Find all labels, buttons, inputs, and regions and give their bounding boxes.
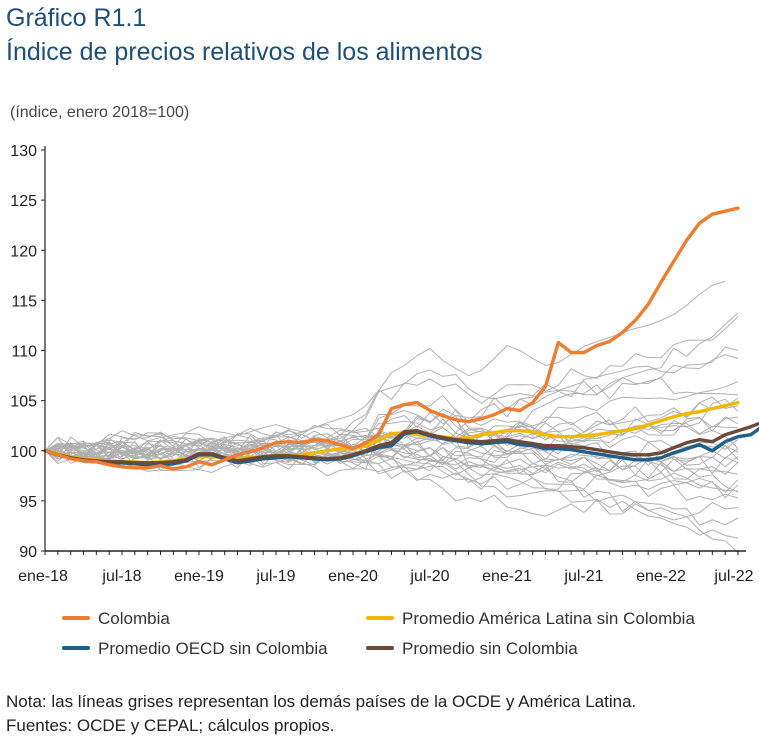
series-line-3 (43, 421, 759, 465)
x-tick-label: jul-19 (255, 568, 295, 585)
gray-country-line (44, 354, 739, 457)
gray-country-line (44, 316, 739, 460)
legend-label-oecd: Promedio OECD sin Colombia (98, 639, 328, 658)
x-tick-label: ene-22 (636, 568, 686, 585)
gray-country-line (44, 442, 739, 480)
legend-swatch-latam (366, 615, 394, 620)
x-tick-label: jul-20 (409, 568, 449, 585)
legend-label-all: Promedio sin Colombia (402, 639, 578, 658)
x-tick-label: ene-19 (174, 568, 224, 585)
y-tick-label: 125 (10, 193, 37, 210)
gray-country-line (44, 280, 726, 452)
legend-label-colombia: Colombia (98, 609, 170, 628)
chart-subtitle: Índice de precios relativos de los alime… (6, 38, 483, 66)
gray-country-line (44, 442, 739, 526)
legend-item-colombia: Colombia (62, 609, 170, 629)
legend-label-latam: Promedio América Latina sin Colombia (402, 609, 695, 628)
main-series-lines (43, 206, 759, 471)
legend-swatch-all (366, 645, 394, 650)
series-line-0 (43, 206, 740, 471)
note-text: Nota: las líneas grises representan los … (6, 692, 637, 711)
x-tick-label: jul-21 (563, 568, 603, 585)
legend-item-oecd: Promedio OECD sin Colombia (62, 639, 328, 659)
chart-ticks: 90 95 100 105 110 115 120 125 130 ene-18 jul-18 ene… (10, 143, 753, 585)
y-tick-label: 115 (11, 293, 37, 310)
y-tick-label: 110 (11, 344, 37, 361)
source-text: Fuentes: OCDE y CEPAL; cálculos propios. (6, 716, 335, 735)
gray-country-line (44, 446, 739, 493)
x-tick-label: jul-18 (101, 568, 141, 585)
y-tick-label: 95 (19, 494, 37, 511)
chart-title: Gráfico R1.1 (6, 4, 147, 32)
line-chart: 90 95 100 105 110 115 120 125 130 ene-18 jul-18 ene… (10, 143, 759, 585)
legend-swatch-colombia (62, 615, 90, 620)
gray-country-line (44, 440, 739, 492)
y-tick-label: 120 (10, 243, 37, 260)
legend-item-all: Promedio sin Colombia (366, 639, 578, 659)
y-tick-label: 90 (19, 544, 37, 561)
x-tick-label: ene-20 (328, 568, 378, 585)
y-axis-unit-label: (índice, enero 2018=100) (10, 104, 190, 121)
legend-swatch-oecd (62, 645, 90, 650)
gray-country-line (44, 377, 739, 464)
y-tick-label: 130 (10, 143, 37, 160)
chart-axes (44, 146, 746, 552)
gray-country-line (44, 381, 739, 458)
y-tick-label: 105 (10, 394, 37, 411)
chart-notes: Nota: las líneas grises representan los … (6, 690, 636, 738)
x-tick-label: ene-21 (482, 568, 532, 585)
legend-item-latam: Promedio América Latina sin Colombia (366, 609, 695, 629)
x-tick-label: jul-22 (713, 568, 753, 585)
x-tick-label: ene-18 (18, 568, 68, 585)
gray-country-line (44, 346, 739, 458)
y-tick-label: 100 (10, 444, 37, 461)
